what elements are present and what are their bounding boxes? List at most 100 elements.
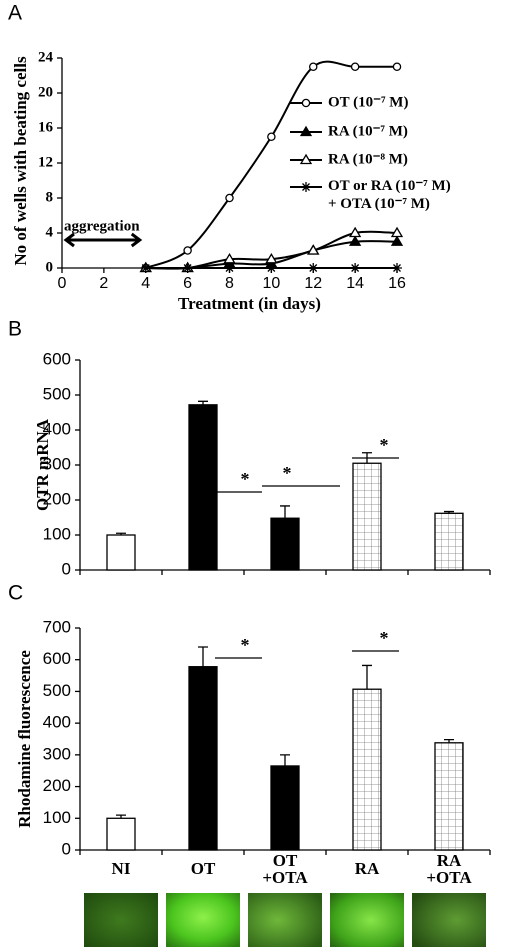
micrographs (84, 893, 486, 947)
y-tick-label: 500 (43, 681, 71, 700)
marker-shape (299, 125, 313, 137)
x-tick-label: OT (191, 859, 216, 878)
legend-label: OT or RA (10⁻⁷ M) + OTA (10⁻⁷ M) (328, 178, 451, 212)
x-tick-label: 4 (141, 275, 150, 292)
marker-shape (224, 263, 235, 273)
y-tick-label: 0 (46, 259, 54, 275)
x-axis-label: Treatment (in days) (178, 294, 321, 313)
x-tick-label: 8 (225, 275, 234, 292)
bar (188, 404, 218, 571)
marker (308, 62, 318, 72)
marker (348, 226, 362, 238)
y-axis-label: OTR mRNA (33, 418, 52, 511)
y-tick-label: 500 (43, 384, 71, 403)
marker-shape (350, 62, 360, 72)
x-tick-label: OT +OTA (262, 851, 308, 887)
y-tick-label: 0 (62, 839, 71, 858)
marker-shape (307, 244, 320, 255)
legend-label: RA (10⁻⁷ M) (328, 123, 408, 139)
marker-shape (392, 62, 402, 72)
y-axis-label: No of wells with beating cells (11, 56, 30, 266)
y-tick-label: 100 (43, 524, 71, 543)
marker (223, 252, 236, 264)
marker-shape (348, 235, 362, 246)
panel-label: A (8, 2, 22, 25)
significance-label: * (380, 628, 389, 648)
marker (308, 263, 319, 273)
x-tick-label: RA +OTA (426, 851, 472, 887)
marker (350, 263, 361, 273)
marker-shape (301, 98, 311, 108)
panel-label: B (8, 318, 22, 341)
marker (224, 263, 235, 273)
marker (350, 62, 360, 72)
marker-shape (140, 263, 151, 273)
significance-label: * (283, 463, 292, 483)
y-tick-label: 100 (43, 808, 71, 827)
y-tick-label: 400 (43, 713, 71, 732)
micrograph (248, 893, 322, 947)
error-bar (280, 505, 290, 519)
marker (299, 125, 313, 137)
marker-shape (299, 153, 313, 165)
y-tick-label: 700 (43, 617, 71, 636)
legend-label: RA (10⁻⁸ M) (328, 151, 408, 167)
y-tick-label: 200 (43, 776, 71, 795)
y-tick-label: 24 (38, 49, 54, 65)
x-tick-label: 0 (58, 275, 67, 292)
marker-shape (267, 132, 276, 141)
marker (348, 235, 362, 246)
significance-label: * (241, 469, 250, 489)
error-bar (280, 754, 290, 766)
marker-shape (182, 263, 193, 273)
x-tick-label: 10 (262, 275, 280, 292)
bar (106, 534, 136, 571)
annotation: aggregation (64, 218, 140, 234)
bar (188, 666, 218, 851)
y-axis-label: Rhodamine fluorescence (15, 650, 34, 828)
marker-shape (266, 263, 277, 273)
marker (392, 263, 402, 273)
aggregation-arrow (63, 232, 143, 248)
marker-shape (223, 252, 236, 264)
x-tick-label: 16 (388, 275, 406, 292)
bar (352, 688, 382, 851)
marker (140, 263, 151, 273)
marker (265, 252, 278, 264)
marker-shape (308, 263, 319, 273)
marker-shape (265, 252, 278, 264)
marker (301, 182, 311, 192)
micrograph (330, 893, 404, 947)
x-tick-label: 6 (183, 275, 192, 292)
marker-shape (183, 246, 192, 255)
bar (352, 462, 382, 571)
marker (299, 153, 313, 165)
y-tick-label: 20 (38, 84, 53, 100)
marker (266, 263, 277, 273)
marker-shape (350, 263, 361, 273)
legend-label: OT (10⁻⁷ M) (328, 94, 408, 110)
marker (183, 246, 192, 255)
marker-shape (392, 263, 402, 273)
marker (225, 193, 234, 203)
y-tick-label: 16 (38, 119, 54, 135)
y-tick-label: 200 (43, 489, 71, 508)
marker (267, 132, 276, 141)
micrograph (84, 893, 158, 947)
y-tick-label: 8 (46, 189, 54, 205)
y-tick-label: 600 (43, 349, 71, 368)
bar (270, 765, 300, 851)
error-bar (362, 664, 372, 690)
bar (434, 742, 464, 851)
y-tick-label: 300 (43, 454, 71, 473)
bar (270, 517, 300, 571)
marker-shape (301, 182, 311, 192)
panel-label: C (8, 582, 23, 605)
y-tick-label: 300 (43, 744, 71, 763)
micrograph (166, 893, 240, 947)
x-tick-label: 14 (346, 275, 364, 292)
x-tick-label: NI (112, 859, 131, 878)
y-tick-label: 400 (43, 419, 71, 438)
marker (392, 62, 402, 72)
micrograph (412, 893, 486, 947)
